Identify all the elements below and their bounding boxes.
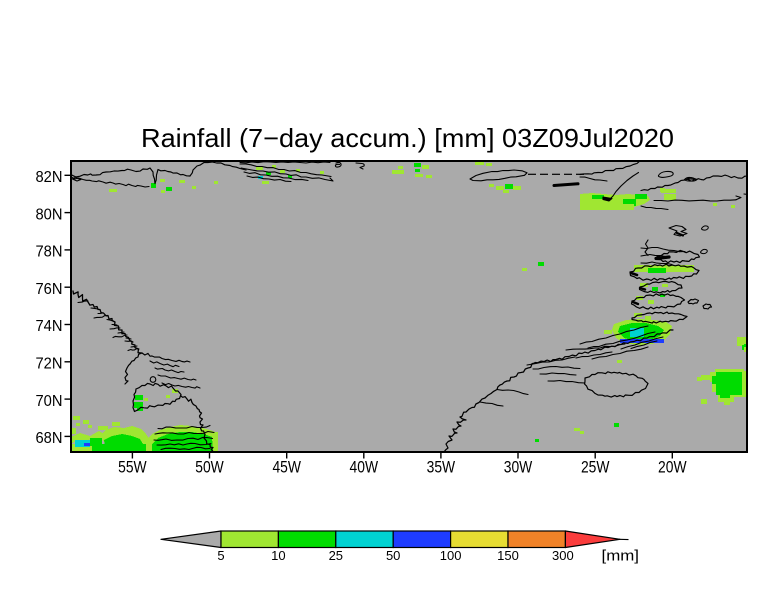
svg-text:25: 25 (329, 548, 343, 563)
svg-text:40W: 40W (350, 459, 379, 477)
svg-text:82N: 82N (36, 169, 63, 186)
svg-text:150: 150 (497, 548, 519, 563)
svg-text:80N: 80N (36, 206, 63, 223)
svg-text:Rainfall (7−day accum.) [mm] 0: Rainfall (7−day accum.) [mm] 03Z09Jul202… (141, 123, 674, 153)
svg-text:50W: 50W (195, 459, 224, 477)
svg-text:55W: 55W (118, 459, 147, 477)
svg-text:78N: 78N (36, 244, 63, 261)
svg-text:35W: 35W (427, 459, 456, 477)
svg-text:70N: 70N (36, 393, 63, 410)
svg-text:45W: 45W (272, 459, 301, 477)
svg-text:25W: 25W (581, 459, 610, 477)
svg-text:300: 300 (552, 548, 574, 563)
svg-text:72N: 72N (36, 356, 63, 373)
svg-text:76N: 76N (36, 281, 63, 298)
svg-text:30W: 30W (504, 459, 533, 477)
svg-text:50: 50 (386, 548, 400, 563)
svg-text:20W: 20W (658, 459, 687, 477)
svg-text:[mm]: [mm] (602, 548, 640, 564)
svg-text:5: 5 (217, 548, 224, 563)
svg-text:68N: 68N (36, 430, 63, 447)
svg-text:10: 10 (271, 548, 285, 563)
svg-text:100: 100 (440, 548, 462, 563)
svg-text:74N: 74N (36, 318, 63, 335)
